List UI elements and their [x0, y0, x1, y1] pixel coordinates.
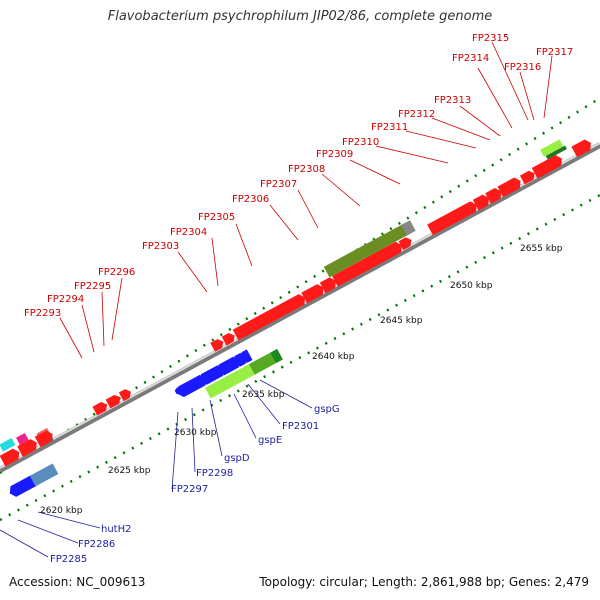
gene-forward[interactable]: [221, 331, 237, 346]
gene-reverse[interactable]: [231, 352, 247, 369]
rna-gene[interactable]: [540, 139, 564, 157]
forward-strand-genes: [0, 138, 593, 467]
gene-label[interactable]: FP2314: [452, 53, 489, 64]
gene-forward[interactable]: [571, 138, 593, 158]
rna-gene[interactable]: [249, 352, 276, 375]
gene-forward[interactable]: [92, 400, 109, 416]
rna-gene[interactable]: [16, 433, 29, 445]
gene-reverse[interactable]: [238, 349, 253, 364]
reverse-strand-genes: [7, 348, 283, 499]
gene-label[interactable]: FP2301: [282, 421, 319, 432]
gene-forward[interactable]: [472, 193, 492, 211]
bottom-label-connectors: [0, 379, 313, 558]
gene-label[interactable]: gspD: [224, 453, 250, 464]
scale-label: 2645 kbp: [380, 316, 423, 326]
gene-forward[interactable]: [485, 186, 504, 204]
gene-label[interactable]: FP2294: [47, 294, 84, 305]
gene-label[interactable]: FP2313: [434, 95, 471, 106]
gene-label[interactable]: FP2307: [260, 179, 297, 190]
gene-forward[interactable]: [118, 387, 133, 402]
gene-label[interactable]: FP2304: [170, 227, 207, 238]
gene-reverse[interactable]: [29, 463, 59, 487]
gene-reverse[interactable]: [198, 365, 224, 386]
gene-label[interactable]: hutH2: [101, 524, 131, 535]
gene-label[interactable]: FP2297: [171, 484, 208, 495]
page-title: Flavobacterium psychrophilum JIP02/86, c…: [107, 9, 493, 24]
gene-forward[interactable]: [17, 437, 39, 457]
gene-label[interactable]: FP2306: [232, 194, 269, 205]
scale-label: 2620 kbp: [40, 506, 83, 516]
rna-gene[interactable]: [323, 223, 411, 278]
gene-label[interactable]: FP2298: [196, 468, 233, 479]
gene-label[interactable]: FP2309: [316, 149, 353, 160]
gene-forward[interactable]: [105, 393, 123, 409]
scale-label: 2630 kbp: [174, 428, 217, 438]
gene-reverse[interactable]: [175, 374, 206, 399]
scale-label: 2650 kbp: [450, 281, 493, 291]
gene-reverse[interactable]: [7, 474, 38, 499]
gene-forward[interactable]: [531, 153, 565, 179]
gene-forward[interactable]: [210, 337, 225, 352]
gene-label[interactable]: FP2316: [504, 62, 541, 73]
gene-forward[interactable]: [0, 447, 22, 467]
gene-label[interactable]: FP2293: [24, 308, 61, 319]
gene-forward[interactable]: [319, 276, 339, 294]
genome-backbone: [0, 142, 600, 473]
gene-forward[interactable]: [497, 176, 523, 198]
gene-label[interactable]: FP2285: [50, 554, 87, 565]
gene-forward[interactable]: [427, 199, 479, 236]
rna-gene[interactable]: [205, 363, 257, 399]
gene-label[interactable]: FP2303: [142, 241, 179, 252]
gene-label[interactable]: FP2295: [74, 281, 111, 292]
gene-forward[interactable]: [398, 235, 414, 250]
top-label-connectors: [59, 41, 553, 359]
gene-label[interactable]: FP2286: [78, 539, 115, 550]
gene-label[interactable]: FP2296: [98, 267, 135, 278]
accession-label: Accession: NC_009613: [9, 575, 146, 589]
gene-forward[interactable]: [332, 240, 405, 287]
scale-label: 2655 kbp: [520, 244, 563, 254]
gene-label[interactable]: gspG: [314, 404, 340, 415]
scale-label: 2625 kbp: [108, 466, 151, 476]
gene-label[interactable]: FP2315: [472, 33, 509, 44]
gene-label[interactable]: FP2311: [371, 122, 408, 133]
rna-gene[interactable]: [401, 220, 416, 236]
gene-forward[interactable]: [519, 169, 537, 185]
gene-label[interactable]: gspE: [258, 435, 282, 446]
scale-label: 2640 kbp: [312, 352, 355, 362]
rna-gene[interactable]: [545, 145, 567, 160]
gene-label[interactable]: FP2308: [288, 164, 325, 175]
gene-reverse[interactable]: [215, 356, 240, 378]
rna-gene[interactable]: [270, 348, 283, 364]
genome-stats: Topology: circular; Length: 2,861,988 bp…: [259, 575, 589, 589]
rna-gene[interactable]: [0, 437, 16, 452]
gene-label[interactable]: FP2310: [342, 137, 379, 148]
gene-label[interactable]: FP2312: [398, 109, 435, 120]
gene-label[interactable]: FP2317: [536, 47, 573, 58]
inner-scale-track: [0, 193, 600, 522]
gene-forward[interactable]: [34, 429, 56, 448]
gene-label[interactable]: FP2305: [198, 212, 235, 223]
scale-label: 2635 kbp: [242, 390, 285, 400]
gene-forward[interactable]: [301, 282, 326, 304]
gene-forward[interactable]: [232, 292, 308, 341]
